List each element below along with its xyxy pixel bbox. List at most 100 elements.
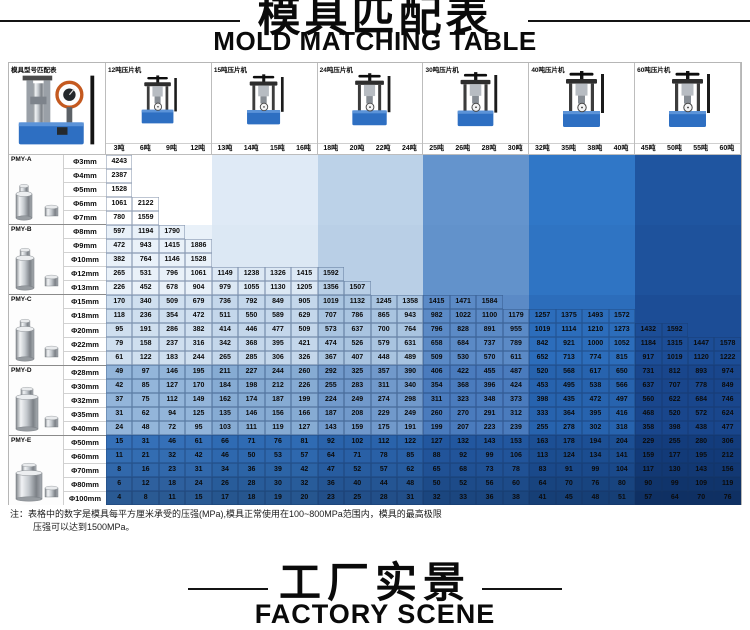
empty-cell xyxy=(529,155,556,169)
mold-matching-table: 模具型号匹配表 12吨压片机 3吨 6吨 9吨 12吨 15吨压片机 xyxy=(8,62,742,506)
empty-cell xyxy=(476,197,503,211)
pressure-cell: 511 xyxy=(211,309,239,323)
empty-cell xyxy=(264,197,292,211)
pressure-cell: 141 xyxy=(608,449,636,463)
tonnage-label: 13吨 xyxy=(217,145,233,152)
pressure-cell: 489 xyxy=(396,351,424,365)
empty-cell xyxy=(185,183,212,197)
pressure-cell: 589 xyxy=(264,309,292,323)
empty-cell xyxy=(396,155,424,169)
tonnage-label: 24吨 xyxy=(401,145,417,152)
pressure-cell: 390 xyxy=(396,365,424,379)
empty-cell xyxy=(714,281,741,295)
pressure-cell: 849 xyxy=(714,379,741,393)
pressure-cell: 395 xyxy=(264,337,292,351)
machine-header-2: 15吨压片机 13吨 14吨 15吨 16吨 xyxy=(211,63,318,155)
pressure-cell: 815 xyxy=(608,351,636,365)
page-title-english: MOLD MATCHING TABLE xyxy=(213,26,537,56)
pressure-cell: 398 xyxy=(529,393,556,407)
pressure-cell: 112 xyxy=(158,393,186,407)
pressure-cell: 448 xyxy=(370,351,397,365)
empty-cell xyxy=(687,225,715,239)
pressure-cell: 572 xyxy=(687,407,715,421)
machine-label: 30吨压片机 xyxy=(425,67,459,74)
empty-cell xyxy=(317,225,345,239)
empty-cell xyxy=(291,225,318,239)
empty-cell xyxy=(264,169,292,183)
pressure-cell: 325 xyxy=(344,365,371,379)
pressure-cell: 318 xyxy=(608,421,636,435)
pressure-cell: 1315 xyxy=(661,337,688,351)
empty-cell xyxy=(423,197,450,211)
empty-cell xyxy=(502,295,530,309)
empty-cell xyxy=(264,155,292,169)
mold-photo-cell: PMY-E xyxy=(9,435,64,506)
empty-cell xyxy=(635,295,662,309)
pressure-cell: 60 xyxy=(502,477,530,491)
pressure-cell: 195 xyxy=(687,449,715,463)
empty-cell xyxy=(449,211,477,225)
diameter-label: Φ4mm xyxy=(64,169,106,184)
pressure-cell: 1245 xyxy=(370,295,397,309)
empty-cell xyxy=(687,295,715,309)
pressure-cell: 943 xyxy=(396,309,424,323)
pressure-cell: 68 xyxy=(449,463,477,477)
mold-model-label: PMY-A xyxy=(11,156,32,163)
empty-cell xyxy=(608,197,636,211)
pressure-cell: 212 xyxy=(264,379,292,393)
mold-section-PMY-C: PMY-C Φ15mm Φ18mm Φ20mm Φ22mm Φ25mm xyxy=(9,294,106,365)
pressure-cell: 51 xyxy=(608,491,636,505)
pressure-cell: 497 xyxy=(608,393,636,407)
pressure-cell: 72 xyxy=(158,421,186,435)
pressure-cell: 764 xyxy=(132,253,159,267)
pressure-cell: 1205 xyxy=(291,281,318,295)
pressure-cell: 323 xyxy=(449,393,477,407)
pressure-cell: 477 xyxy=(264,323,292,337)
empty-cell xyxy=(264,211,292,225)
table-row: 95 191 286 382 414 446 477 509 573 637 700 764 796 82… xyxy=(106,323,741,337)
pressure-cell: 23 xyxy=(158,463,186,477)
empty-cell xyxy=(423,183,450,197)
empty-cell xyxy=(661,225,688,239)
empty-cell xyxy=(714,155,741,169)
empty-cell xyxy=(264,225,292,239)
pressure-grid: 4243 2387 1528 1061 2122 780 1559 597 1194 1790 47… xyxy=(106,155,741,505)
pressure-cell: 707 xyxy=(317,309,345,323)
empty-cell xyxy=(291,183,318,197)
pressure-cell: 21 xyxy=(132,449,159,463)
empty-cell xyxy=(635,197,662,211)
table-row: 118 236 354 472 511 550 589 629 707 786 865 943 982 1… xyxy=(106,309,741,323)
pressure-cell: 637 xyxy=(344,323,371,337)
pressure-cell: 119 xyxy=(714,477,741,491)
tonnage-label: 12吨 xyxy=(190,145,206,152)
empty-cell xyxy=(370,281,397,295)
pressure-cell: 446 xyxy=(238,323,265,337)
footer-rule-right xyxy=(482,588,562,590)
empty-cell xyxy=(370,239,397,253)
pressure-cell: 974 xyxy=(714,365,741,379)
empty-cell xyxy=(449,225,477,239)
diameter-label: Φ70mm xyxy=(64,464,106,478)
table-row: 265 531 796 1061 1149 1238 1326 1415 1592 xyxy=(106,267,741,281)
pressure-cell: 629 xyxy=(291,309,318,323)
footer-title-english: FACTORY SCENE xyxy=(254,599,496,629)
empty-cell xyxy=(608,267,636,281)
pressure-cell: 622 xyxy=(661,393,688,407)
pressure-cell: 146 xyxy=(238,407,265,421)
mold-sample-image xyxy=(15,318,59,362)
pressure-cell: 311 xyxy=(370,379,397,393)
pressure-cell: 560 xyxy=(635,393,662,407)
pressure-cell: 76 xyxy=(264,435,292,449)
pressure-cell: 422 xyxy=(449,365,477,379)
pressure-cell: 396 xyxy=(476,379,503,393)
empty-cell xyxy=(714,169,741,183)
empty-cell xyxy=(344,155,371,169)
pressure-cell: 178 xyxy=(555,435,583,449)
pressure-cell: 102 xyxy=(344,435,371,449)
pressure-cell: 23 xyxy=(317,491,345,505)
empty-cell xyxy=(476,169,503,183)
empty-cell xyxy=(555,155,583,169)
empty-cell xyxy=(344,211,371,225)
pressure-cell: 1061 xyxy=(106,197,133,211)
empty-cell xyxy=(476,267,503,281)
